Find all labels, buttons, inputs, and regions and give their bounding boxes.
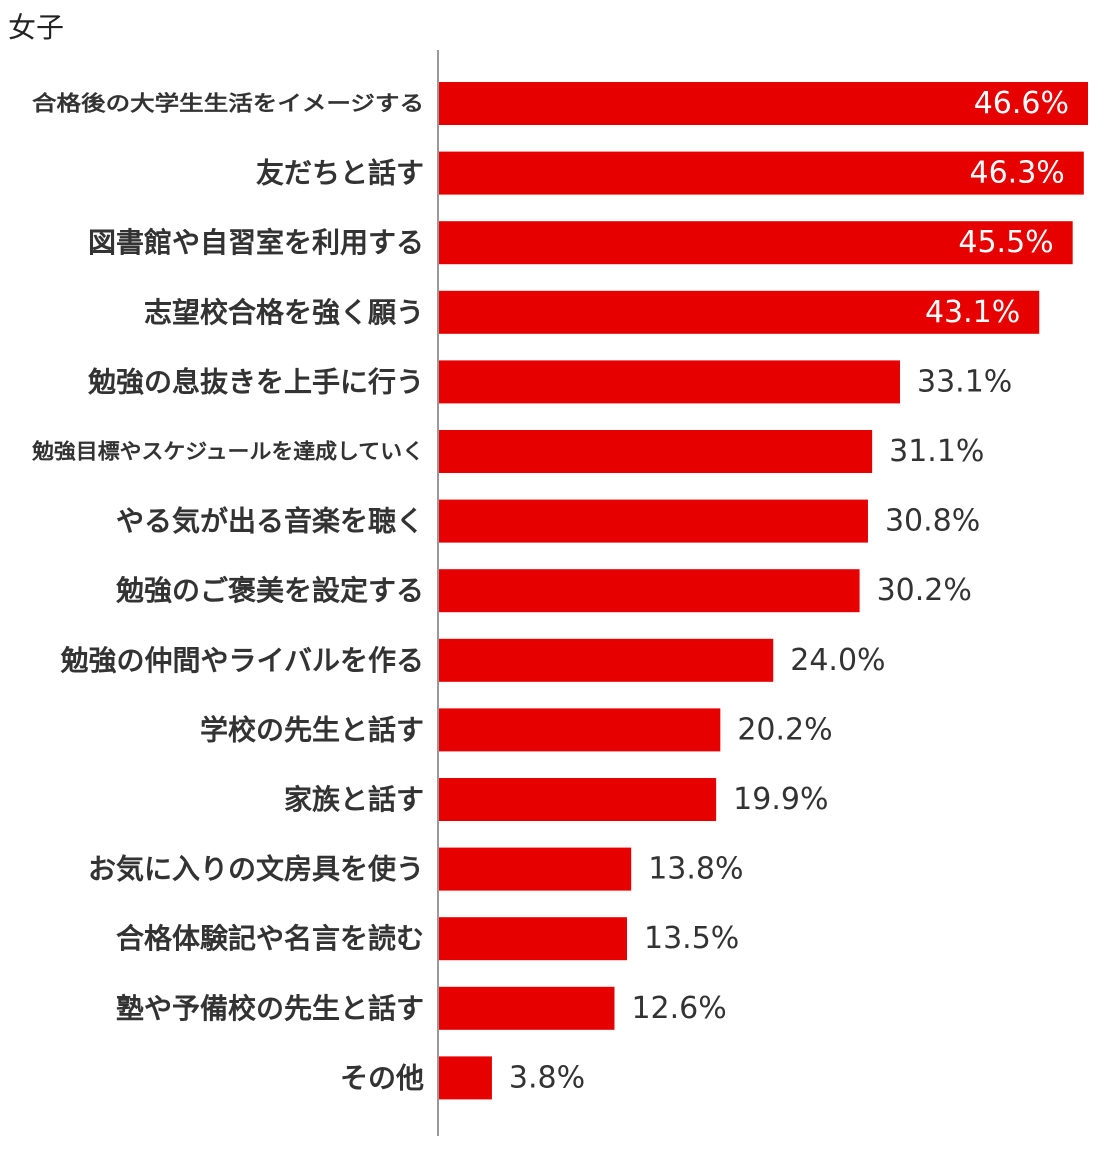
value-label: 19.9% bbox=[733, 782, 828, 817]
value-label: 33.1% bbox=[917, 364, 1012, 399]
bar bbox=[439, 499, 868, 543]
category-label: その他 bbox=[340, 1061, 424, 1094]
category-label: 勉強目標やスケジュールを達成していく bbox=[31, 440, 424, 464]
value-label: 46.3% bbox=[970, 156, 1065, 191]
bar bbox=[439, 430, 873, 473]
bar bbox=[439, 778, 717, 821]
value-label: 31.1% bbox=[889, 434, 984, 469]
value-label: 3.8% bbox=[509, 1060, 585, 1095]
bar bbox=[439, 221, 1073, 265]
category-label: お気に入りの文房具を使う bbox=[88, 853, 424, 886]
category-label: 志望校合格を強く願う bbox=[144, 296, 424, 329]
category-label: 勉強のご褒美を設定する bbox=[115, 574, 424, 607]
bar bbox=[439, 638, 774, 682]
bar bbox=[439, 847, 632, 891]
bar bbox=[439, 290, 1040, 334]
chart-title: 女子 bbox=[8, 11, 65, 44]
value-label: 45.5% bbox=[958, 225, 1053, 260]
bar bbox=[439, 151, 1084, 195]
category-label: 勉強の仲間やライバルを作る bbox=[60, 644, 424, 677]
bar bbox=[439, 917, 628, 961]
category-label: 勉強の息抜きを上手に行う bbox=[87, 365, 424, 398]
bar bbox=[439, 360, 900, 404]
value-label: 43.1% bbox=[925, 295, 1020, 330]
bar bbox=[439, 708, 721, 752]
value-label: 24.0% bbox=[790, 643, 885, 678]
value-label: 30.8% bbox=[885, 504, 980, 539]
category-label: 学校の先生と話す bbox=[200, 713, 424, 746]
category-label: 合格後の大学生生活をイメージする bbox=[32, 92, 424, 116]
value-label: 20.2% bbox=[737, 712, 832, 747]
category-label: 家族と話す bbox=[284, 783, 424, 816]
category-label: 塾や予備校の先生と話す bbox=[116, 992, 424, 1025]
value-label: 46.6% bbox=[974, 86, 1069, 121]
value-label: 13.5% bbox=[644, 921, 739, 956]
value-label: 12.6% bbox=[631, 991, 726, 1026]
value-label: 30.2% bbox=[877, 573, 972, 608]
category-label: 合格体験記や名言を読む bbox=[116, 922, 424, 955]
category-label: 図書館や自習室を利用する bbox=[88, 226, 424, 259]
category-label: 友だちと話す bbox=[256, 157, 424, 190]
bar bbox=[439, 1056, 492, 1100]
value-label: 13.8% bbox=[648, 852, 743, 887]
bar bbox=[439, 82, 1088, 125]
category-label: やる気が出る音楽を聴く bbox=[116, 505, 424, 538]
bar bbox=[439, 986, 615, 1030]
bar bbox=[439, 569, 860, 613]
